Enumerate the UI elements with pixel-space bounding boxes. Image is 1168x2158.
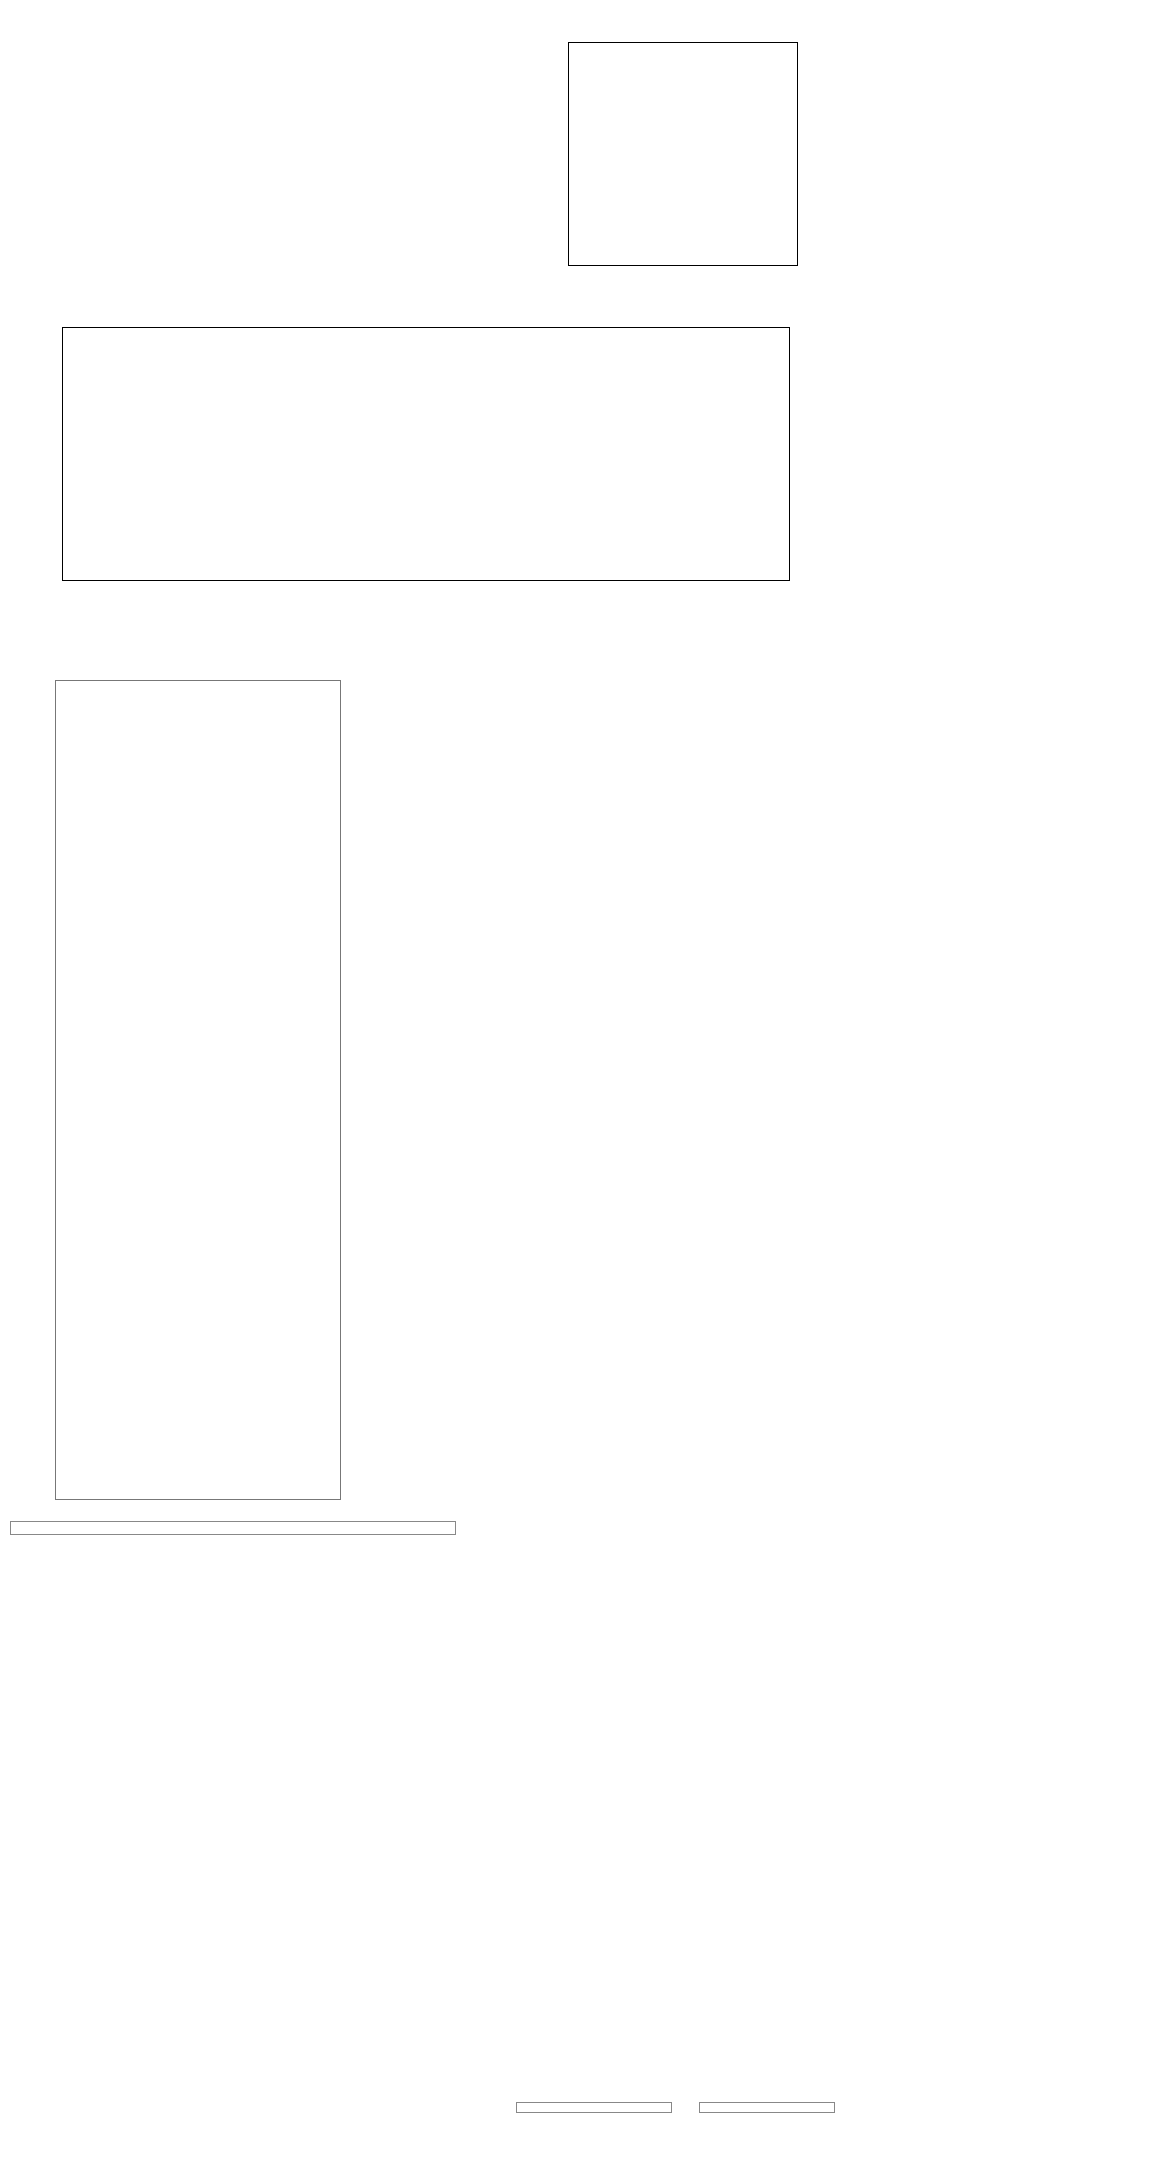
feature-value-colorbar — [10, 1521, 456, 1535]
histogram-plot — [568, 42, 798, 266]
histogram-canvas — [569, 43, 797, 265]
dot-plot-frame — [55, 680, 341, 1500]
shap-values-colorbar — [699, 2102, 835, 2113]
timeseries-plot — [62, 327, 790, 581]
brightness-temperature-colorbar — [516, 2102, 672, 2113]
timeseries-canvas — [63, 328, 789, 580]
